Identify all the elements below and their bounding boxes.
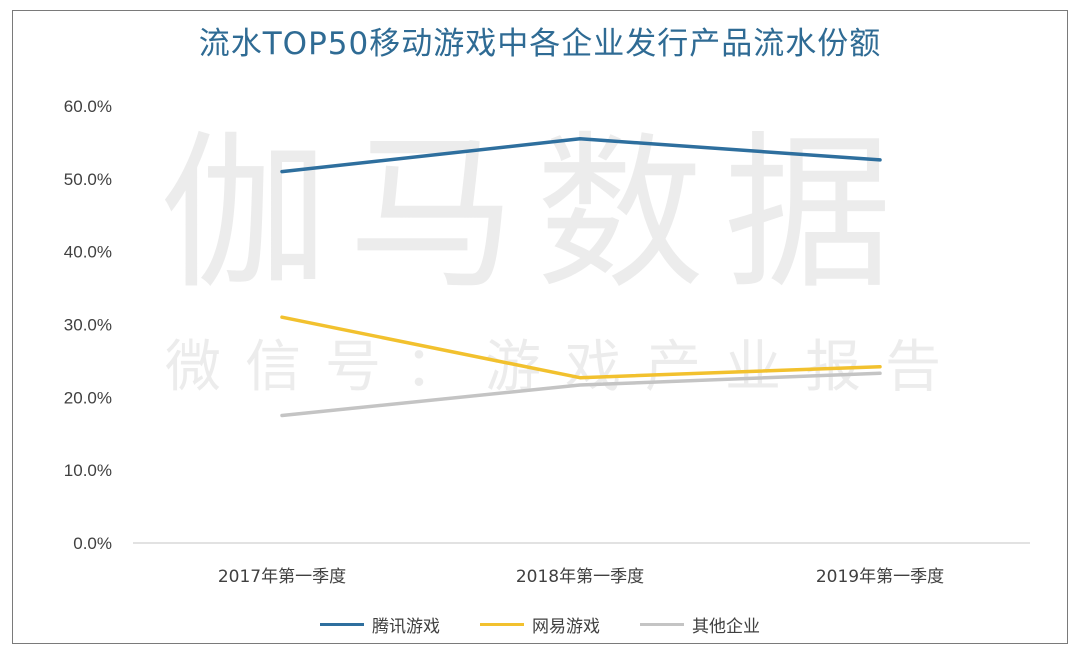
- legend-item: 腾讯游戏: [320, 612, 440, 637]
- series-line-1: [280, 315, 882, 380]
- y-tick-label: 40.0%: [64, 243, 112, 262]
- legend-item: 网易游戏: [480, 612, 600, 637]
- legend-item: 其他企业: [640, 612, 760, 637]
- chart-legend: 腾讯游戏 网易游戏 其他企业: [0, 612, 1080, 637]
- legend-swatch: [320, 623, 364, 626]
- x-axis-categories: 2017年第一季度 2018年第一季度 2019年第一季度: [218, 567, 944, 587]
- series-lines: [280, 137, 882, 418]
- legend-label: 腾讯游戏: [372, 617, 440, 637]
- legend-swatch: [480, 623, 524, 626]
- y-tick-label: 20.0%: [64, 388, 112, 407]
- y-tick-label: 10.0%: [64, 461, 112, 480]
- y-axis-ticks: 0.0% 10.0% 20.0% 30.0% 40.0% 50.0% 60.0%: [64, 97, 112, 553]
- series-line-2: [280, 371, 882, 418]
- series-line-0: [280, 137, 882, 174]
- legend-label: 其他企业: [692, 617, 760, 637]
- y-tick-label: 0.0%: [73, 534, 112, 553]
- legend-label: 网易游戏: [532, 617, 600, 637]
- chart-title: 流水TOP50移动游戏中各企业发行产品流水份额: [198, 26, 882, 62]
- watermark-main-text: 伽马数据: [160, 116, 912, 312]
- y-tick-label: 60.0%: [64, 97, 112, 116]
- y-tick-label: 50.0%: [64, 170, 112, 189]
- chart-frame: [12, 10, 1068, 644]
- x-category-label: 2019年第一季度: [816, 567, 944, 587]
- legend-swatch: [640, 623, 684, 626]
- x-category-label: 2018年第一季度: [516, 567, 644, 587]
- x-category-label: 2017年第一季度: [218, 567, 346, 587]
- y-tick-label: 30.0%: [64, 316, 112, 335]
